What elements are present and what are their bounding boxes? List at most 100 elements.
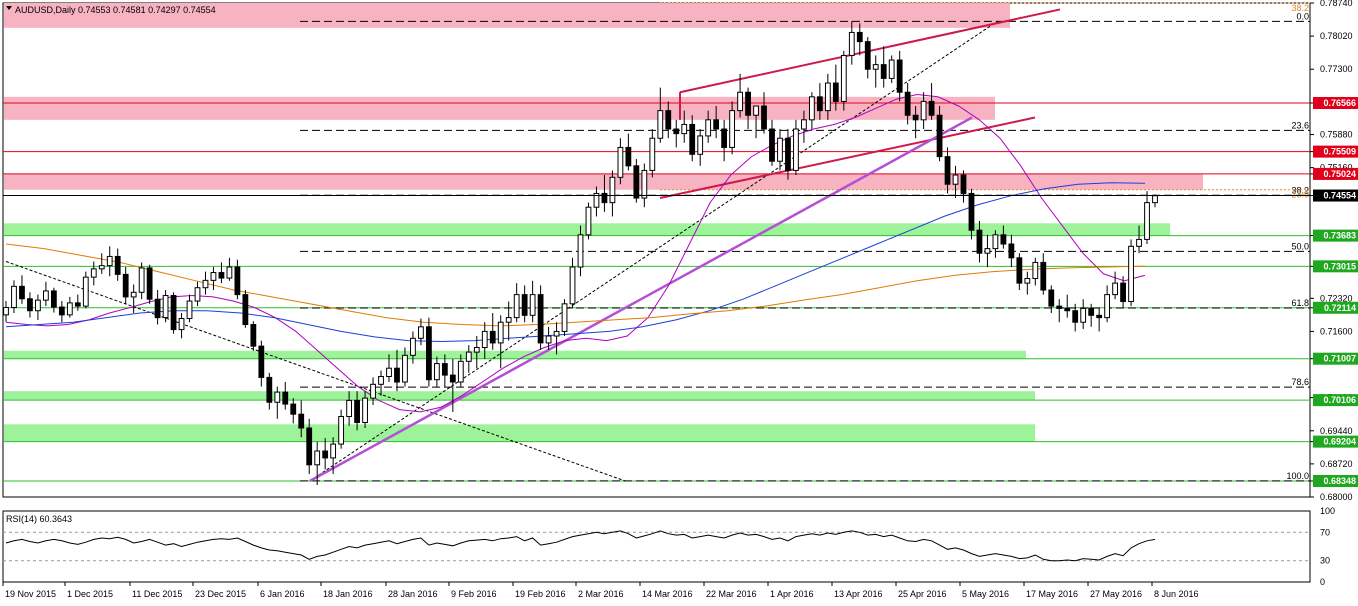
x-tick-label: 23 Dec 2015 xyxy=(195,589,246,599)
candle xyxy=(856,23,863,56)
candle-body xyxy=(1136,238,1142,247)
candle xyxy=(362,391,368,429)
candle-body xyxy=(872,64,879,70)
candle-body xyxy=(992,234,999,250)
y-tick-label: 0.75160 xyxy=(1320,163,1353,173)
candle xyxy=(1112,271,1118,300)
candle xyxy=(681,110,688,143)
candle xyxy=(553,322,560,355)
candle xyxy=(904,83,911,125)
rsi-line xyxy=(5,530,1156,562)
level-label-0.69204: 0.69204 xyxy=(1323,437,1356,447)
candle-body xyxy=(809,96,815,121)
candle-body xyxy=(641,169,648,199)
candle xyxy=(721,119,728,162)
candle xyxy=(521,285,528,323)
candle xyxy=(35,294,41,320)
level-label-0.70106: 0.70106 xyxy=(1323,395,1356,405)
candle-body xyxy=(394,367,400,383)
candle-body xyxy=(769,128,775,162)
candle xyxy=(258,340,265,387)
level-label-0.73683: 0.73683 xyxy=(1323,231,1356,241)
level-label-0.75509: 0.75509 xyxy=(1323,147,1356,157)
candle xyxy=(505,301,512,341)
level-label-bg-0.75509 xyxy=(1313,145,1358,158)
support-zone-6920 xyxy=(4,424,1035,442)
level-label-bg-0.75024 xyxy=(1313,167,1358,180)
y-tick-label: 0.78020 xyxy=(1320,31,1353,41)
candle-body xyxy=(832,82,839,102)
candle-body xyxy=(74,302,81,307)
candle-body xyxy=(1072,310,1079,323)
candle xyxy=(593,186,600,217)
candle xyxy=(793,119,799,176)
candle-body xyxy=(497,321,504,344)
candle xyxy=(370,377,376,406)
fib-secondary-label-38.2: 38.2 xyxy=(1291,3,1309,13)
candle-body xyxy=(705,119,712,137)
x-tick-label: 13 Apr 2016 xyxy=(834,589,883,599)
candle xyxy=(154,290,161,325)
candle xyxy=(984,234,991,268)
candle xyxy=(1016,253,1023,291)
candle-body xyxy=(777,137,783,162)
candle-body xyxy=(864,41,871,70)
rsi-tick-0: 0 xyxy=(1320,577,1325,587)
candle xyxy=(410,331,416,364)
candle xyxy=(170,292,177,334)
x-tick-label: 17 May 2016 xyxy=(1026,589,1078,599)
candle-body xyxy=(968,192,975,231)
candle xyxy=(138,262,145,300)
moving-average-2 xyxy=(5,243,1146,327)
candle xyxy=(601,175,608,212)
candle xyxy=(1072,303,1079,332)
candle xyxy=(625,133,632,171)
x-tick-label: 19 Feb 2016 xyxy=(515,589,566,599)
candle-body xyxy=(457,360,464,383)
candle xyxy=(617,138,624,185)
candle xyxy=(449,359,456,412)
level-label-bg-0.71007 xyxy=(1313,352,1358,365)
candle xyxy=(378,370,384,396)
level-label-bg-0.73683 xyxy=(1313,229,1358,242)
candle xyxy=(545,326,552,350)
candle xyxy=(705,110,712,143)
candle-body xyxy=(370,383,376,399)
candle xyxy=(74,294,81,311)
candle xyxy=(689,115,696,162)
moving-average-1 xyxy=(5,182,1146,343)
candle xyxy=(641,163,648,208)
candle-body xyxy=(553,330,560,337)
candle xyxy=(649,129,656,178)
y-tick-label: 0.75880 xyxy=(1320,130,1353,140)
candle xyxy=(673,119,680,148)
candle xyxy=(1024,271,1031,295)
candle xyxy=(657,87,664,143)
candle-body xyxy=(888,59,895,79)
candle-body xyxy=(657,110,664,139)
candle xyxy=(912,106,919,139)
candle xyxy=(944,147,951,194)
candle xyxy=(920,92,927,130)
candle xyxy=(19,275,25,304)
candle xyxy=(106,246,113,277)
candle-body xyxy=(944,156,951,185)
x-tick-label: 5 May 2016 xyxy=(962,589,1009,599)
rsi-tick-30: 30 xyxy=(1320,556,1330,566)
candle-body xyxy=(43,290,49,301)
candle-body xyxy=(1144,202,1150,240)
candle xyxy=(234,259,241,300)
candle-body xyxy=(721,128,728,148)
candle xyxy=(713,106,720,139)
candle-body xyxy=(106,255,113,267)
candle xyxy=(1144,191,1150,245)
candle xyxy=(481,322,488,360)
candle-body xyxy=(936,114,943,158)
candle xyxy=(896,50,903,102)
candle-body xyxy=(1056,305,1063,309)
candle-body xyxy=(904,91,911,116)
candle xyxy=(1000,225,1007,249)
candle-body xyxy=(1128,245,1134,303)
candle-body xyxy=(162,295,169,319)
